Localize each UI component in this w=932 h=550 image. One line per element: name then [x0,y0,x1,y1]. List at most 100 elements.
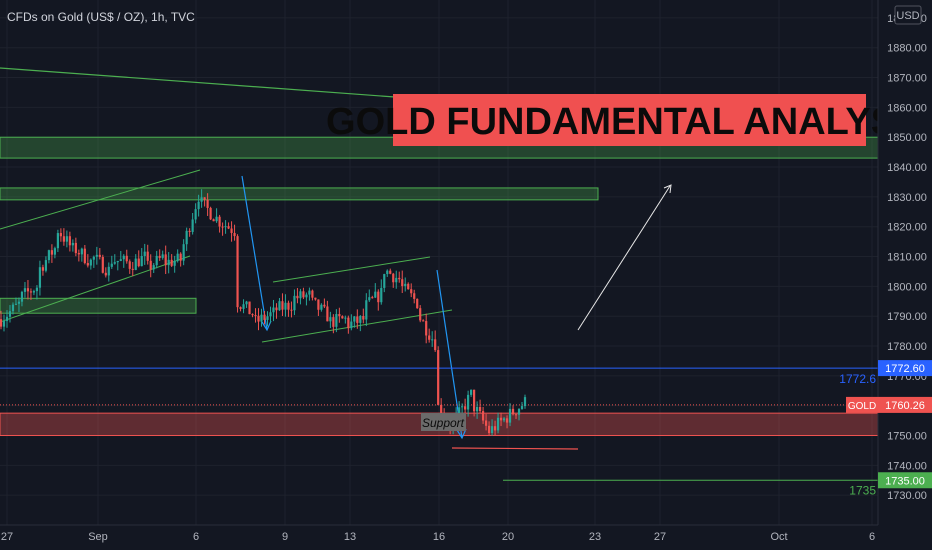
candle[interactable] [128,261,131,269]
candle[interactable] [113,262,116,264]
candle[interactable] [374,291,377,298]
candle[interactable] [302,291,305,298]
candle[interactable] [209,207,212,220]
candle[interactable] [266,316,269,320]
candle[interactable] [47,250,51,261]
candle[interactable] [434,339,437,351]
candle[interactable] [344,317,347,319]
candle[interactable] [0,319,3,327]
candle[interactable] [272,307,275,313]
candle[interactable] [425,321,428,336]
candle[interactable] [119,259,122,261]
candle[interactable] [92,256,95,260]
candle[interactable] [125,255,128,262]
candle[interactable] [368,297,371,301]
candle[interactable] [146,251,149,261]
candle[interactable] [398,277,401,280]
candle[interactable] [68,236,71,246]
candle[interactable] [380,287,383,303]
candle[interactable] [269,312,272,317]
candle[interactable] [326,306,329,322]
candle[interactable] [2,321,6,327]
candle[interactable] [254,315,257,317]
down-arrow-2[interactable] [436,269,463,439]
candle[interactable] [83,248,86,264]
candle[interactable] [511,408,515,415]
candle[interactable] [431,339,434,341]
candle[interactable] [317,299,320,310]
candle[interactable] [484,420,488,426]
candle[interactable] [11,304,15,312]
candle[interactable] [194,209,197,220]
candle[interactable] [233,232,236,237]
candle[interactable] [53,248,56,255]
candle[interactable] [38,267,42,288]
candle[interactable] [143,251,146,257]
candle[interactable] [41,267,45,271]
candle[interactable] [257,315,260,322]
candle[interactable] [44,260,48,271]
price-axis[interactable]: 1730.001740.001750.001760.001770.001780.… [877,0,932,525]
candle[interactable] [287,302,290,310]
candle[interactable] [134,258,137,270]
channel-upper-line[interactable] [0,169,201,230]
candle[interactable] [32,291,36,293]
candle[interactable] [293,295,296,311]
candle[interactable] [290,309,293,311]
candle[interactable] [493,426,497,431]
candle[interactable] [508,408,512,423]
candle[interactable] [218,216,221,227]
candle[interactable] [517,408,521,415]
candle[interactable] [392,273,395,283]
candle[interactable] [332,317,335,327]
candle[interactable] [383,274,386,288]
candle[interactable] [329,317,332,322]
candle[interactable] [56,233,59,249]
candle[interactable] [419,308,422,321]
candle[interactable] [161,254,164,258]
candle[interactable] [359,315,362,323]
candle[interactable] [299,291,302,299]
candle[interactable] [191,219,194,232]
candle[interactable] [335,314,338,327]
candle[interactable] [239,307,242,309]
candle[interactable] [95,254,98,257]
candle[interactable] [176,253,179,261]
candle[interactable] [206,199,209,208]
candle[interactable] [520,406,524,409]
candle[interactable] [487,425,491,434]
candle[interactable] [173,260,176,266]
candle[interactable] [59,233,62,237]
up-projection-arrow[interactable] [577,185,671,331]
candle[interactable] [413,293,416,299]
candle[interactable] [164,254,167,266]
candle[interactable] [461,406,464,408]
candle[interactable] [278,301,281,311]
candle[interactable] [470,389,473,395]
candle[interactable] [170,259,173,266]
candle[interactable] [188,230,191,232]
candle[interactable] [50,250,54,255]
candle[interactable] [281,301,284,310]
candle[interactable] [475,406,479,412]
candle[interactable] [320,304,323,310]
candle[interactable] [89,259,92,266]
candle[interactable] [98,254,101,257]
candle[interactable] [179,253,182,261]
candle[interactable] [131,268,134,270]
candle[interactable] [152,265,155,270]
candle[interactable] [478,406,482,412]
down-arrow-1[interactable] [241,175,268,331]
candle[interactable] [5,316,9,322]
candle[interactable] [221,226,224,228]
candle[interactable] [242,304,245,309]
candle[interactable] [236,236,239,308]
candle[interactable] [137,258,140,267]
candle[interactable] [464,406,467,410]
candle[interactable] [410,289,413,294]
candle[interactable] [77,253,80,255]
candle[interactable] [224,226,227,228]
candle[interactable] [101,256,104,273]
candle[interactable] [116,260,119,263]
candle[interactable] [467,394,470,410]
